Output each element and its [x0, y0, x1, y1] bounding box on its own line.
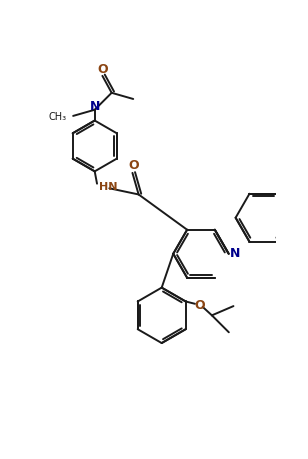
Text: CH₃: CH₃ [49, 112, 67, 122]
Text: HN: HN [99, 182, 117, 192]
Text: N: N [90, 100, 100, 113]
Text: N: N [230, 247, 240, 260]
Text: O: O [97, 63, 108, 76]
Text: O: O [194, 299, 205, 312]
Text: O: O [129, 159, 139, 173]
